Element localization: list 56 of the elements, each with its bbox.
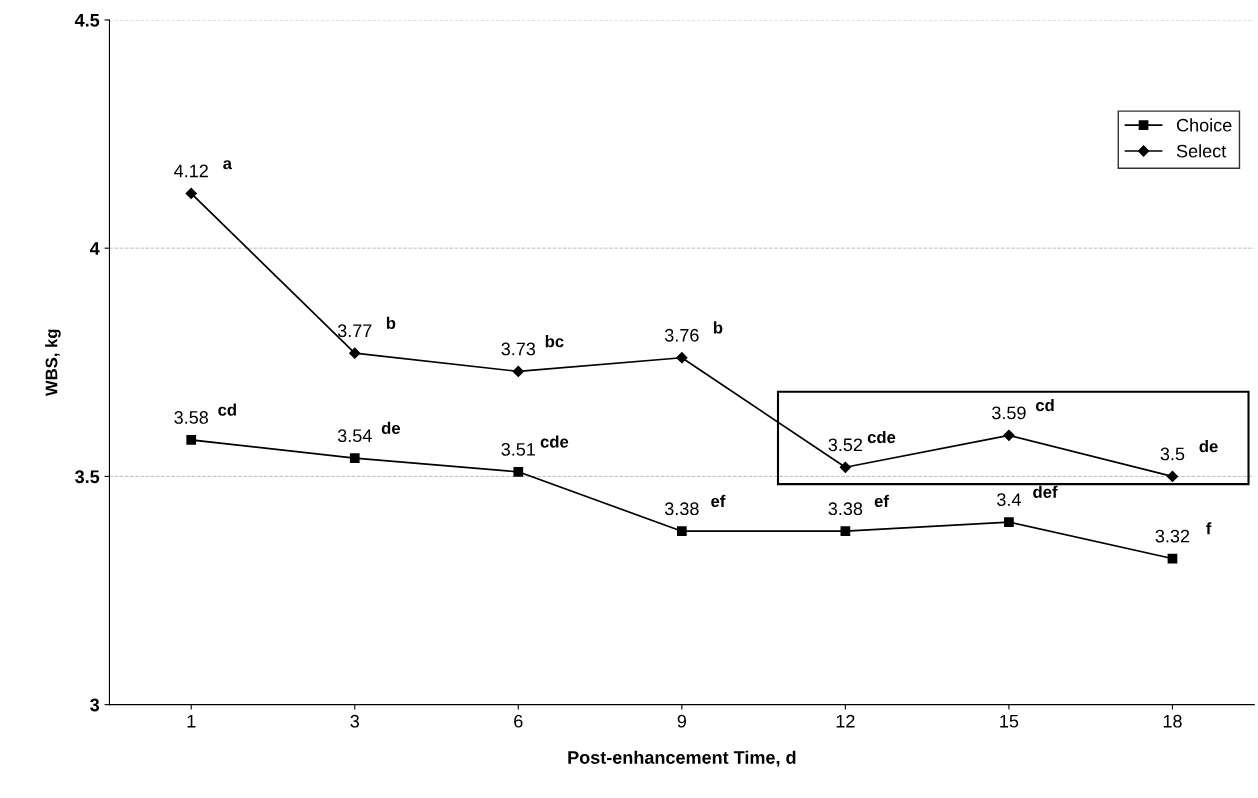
point [1166,470,1179,483]
x-tick-label: 1 [187,715,196,728]
x-tick-label: 6 [514,714,523,728]
data-label: 3.51 [501,442,535,456]
x-tick-label: 12 [836,714,855,728]
data-label: 3.59 [992,406,1026,420]
annotation: b [713,321,723,334]
data-label: 3.4 [997,493,1021,506]
annotation: cd [218,403,236,416]
annotation: a [223,160,233,170]
point [512,365,524,378]
data-label: 3.32 [1155,529,1190,543]
point [676,526,687,537]
point [1004,517,1014,527]
annotation: b [386,316,396,330]
data-label: 3.73 [501,342,536,356]
annotation: bc [545,335,564,348]
data-label: 3.76 [664,328,699,342]
point [513,466,524,477]
point [349,347,361,359]
data-label: 3.77 [337,324,372,338]
point [839,461,851,473]
data-label: 4.12 [174,164,208,178]
data-label: 3.54 [337,429,372,443]
y-tick-label: 4.5 [74,14,100,27]
x-tick-label: 18 [1163,714,1182,728]
annotation: cde [540,435,569,448]
annotation: f [1206,522,1212,535]
annotation: cd [1035,398,1054,412]
point [676,352,688,364]
data-label: 3.5 [1160,447,1185,461]
point [1003,429,1015,441]
annotation: de [381,421,401,435]
annotation: cde [867,430,896,444]
data-label: 3.52 [828,438,863,452]
x-tick-label: 15 [1000,715,1019,728]
x-tick-label: 3 [350,714,359,728]
point [185,187,197,200]
y-axis-title: WBS, kg [45,329,61,397]
data-label: 3.38 [828,502,863,516]
x-axis-title: Post-enhancement Time, d [568,750,796,767]
y-tick-label: 3.5 [75,470,100,484]
point [186,435,197,445]
annotation: ef [711,494,726,508]
x-tick-label: 9 [677,714,686,728]
annotation: def [1033,485,1058,498]
data-label: 3.38 [664,502,699,516]
point [349,453,360,464]
y-tick-label: 3 [90,698,100,712]
data-label: 3.58 [174,411,208,424]
legend-label: Choice [1176,118,1232,132]
legend-label: Select [1176,144,1227,158]
annotation: ef [874,494,889,508]
point [840,526,851,537]
annotation: de [1199,440,1218,453]
y-tick-label: 4 [89,242,100,255]
